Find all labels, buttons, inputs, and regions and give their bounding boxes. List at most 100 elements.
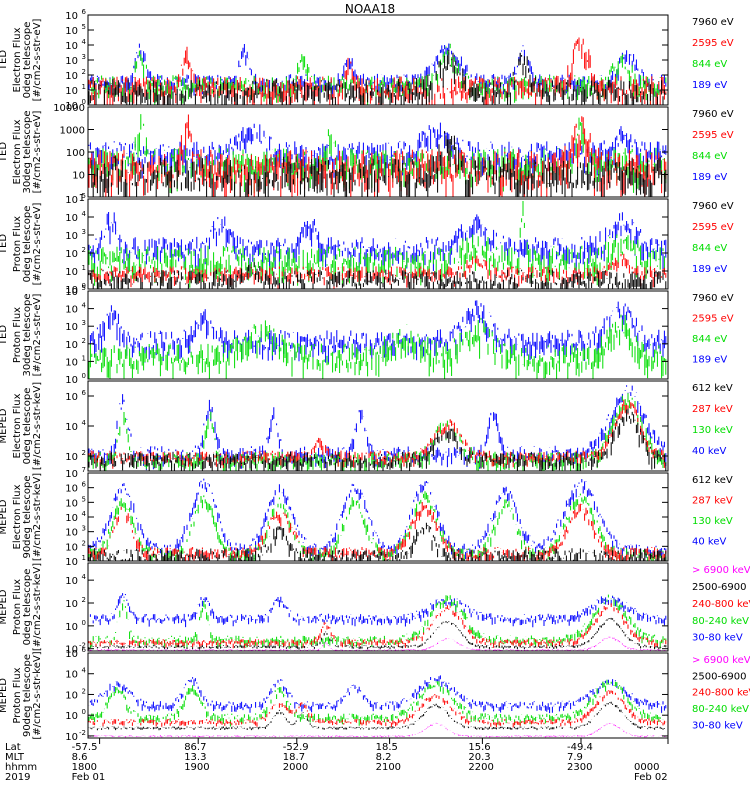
y-tick-exponent: 3 — [82, 319, 86, 327]
y-axis-label: MEPED Proton Flux90deg telescope[#/cm2-s-… — [0, 651, 43, 739]
legend-entry: 7960 eV — [692, 293, 734, 304]
y-tick-exponent: 5 — [82, 192, 86, 200]
y-tick-exponent: 5 — [82, 284, 86, 292]
y-axis-label-line: 0deg telescope — [22, 569, 33, 646]
y-tick-exponent: 2 — [82, 68, 86, 76]
legend-entry: 7960 eV — [692, 109, 734, 120]
x-row-label: 2019 — [5, 772, 30, 783]
panel-frame — [87, 652, 669, 739]
x-tick-label-lat: -57.5 — [72, 742, 98, 753]
y-axis-label-line: 90deg telescope — [22, 475, 33, 558]
y-tick-exponent: 6 — [82, 646, 87, 654]
panel-frame — [87, 198, 669, 290]
y-tick-label: 10 — [65, 231, 78, 242]
y-tick-exponent: 0 — [82, 282, 86, 290]
y-tick-exponent: 3 — [82, 525, 86, 533]
y-tick-exponent: 4 — [82, 302, 87, 310]
series-red — [88, 603, 667, 649]
y-tick-label: 1 — [79, 193, 85, 204]
y-axis-label-line: 0deg telescope — [22, 206, 33, 283]
y-tick-label: 10 — [65, 86, 78, 97]
y-axis-label-line: TED — [0, 142, 9, 163]
series-blue-marks — [89, 593, 667, 628]
series-red-marks — [88, 690, 667, 728]
series-black-marks — [88, 522, 667, 561]
y-axis-label: MEPED Electron Flux0deg telescope[#/cm2-s… — [0, 382, 43, 470]
legend-entry: 2595 eV — [692, 313, 734, 324]
y-tick-exponent: 2 — [82, 246, 86, 254]
series-black — [88, 262, 667, 289]
y-tick-label: 10 — [65, 690, 78, 701]
y-tick-label: 10 — [65, 670, 78, 681]
panel-4: 10 0 10 1 10 2 10 3 10 4 10 5 TED Proton Flux30deg te… — [0, 284, 734, 386]
y-tick-exponent: 2 — [82, 449, 86, 457]
panel-frame — [87, 290, 669, 380]
y-axis-label-line: Proton Flux — [12, 667, 23, 723]
y-tick-exponent: 0 — [82, 619, 86, 627]
y-tick-label: 10 — [65, 11, 78, 22]
y-axis-label-line: Proton Flux — [12, 579, 23, 635]
legend-entry: 130 keV — [692, 425, 733, 436]
series-black — [88, 408, 667, 471]
series-red — [88, 399, 667, 469]
legend-entry: 287 keV — [692, 495, 733, 506]
y-tick-exponent: 4 — [82, 573, 87, 581]
y-tick-label: 10 — [65, 340, 78, 351]
y-tick-exponent: 1 — [82, 264, 86, 272]
series-blue — [88, 478, 667, 561]
y-axis-label-line: [#/cm2-s-str-eV] — [32, 294, 43, 377]
y-tick-label: 10 — [65, 469, 78, 480]
y-axis-label: TED Electron Flux0deg telescope[#/cm2-s-s… — [0, 19, 43, 102]
y-tick-label: 10 — [65, 392, 78, 403]
y-tick-exponent: 7 — [82, 466, 86, 474]
series-blue-marks — [88, 478, 667, 561]
y-tick-label: 10 — [65, 213, 78, 224]
y-axis-label-line: MEPED — [0, 408, 9, 443]
x-tick-label-hhmm: 2000 — [283, 762, 308, 773]
y-tick-exponent: 1 — [82, 83, 86, 91]
y-tick-exponent: 3 — [82, 228, 86, 236]
legend-entry: > 6900 keV — [692, 655, 750, 666]
x-tick-label-mlt: 8.2 — [376, 752, 392, 763]
legend-entry: 2595 eV — [692, 222, 734, 233]
y-tick-exponent: 2 — [82, 539, 86, 547]
y-axis-label: TED Proton Flux30deg telescope[#/cm2-s-st… — [0, 293, 43, 376]
x-tick-label-hhmm: 2200 — [468, 762, 493, 773]
y-tick-label: 10 — [65, 452, 78, 463]
legend-entry: 2595 eV — [692, 38, 734, 49]
y-tick-exponent: 1 — [82, 554, 86, 562]
x-tick-label-lat: 18.5 — [376, 742, 398, 753]
series-red-marks — [88, 502, 667, 561]
x-row-label: Lat — [5, 742, 21, 753]
legend-entry: 240-800 keV — [692, 688, 750, 699]
x-tick-label-lat: 86.7 — [184, 742, 206, 753]
series-magenta-marks — [88, 636, 667, 651]
legend-entry: 2500-6900 — [692, 582, 747, 593]
y-tick-label: 10 — [72, 171, 85, 182]
x-row-label: hhmm — [5, 762, 37, 773]
y-axis-label-line: [#/cm2-s-str-eV] — [32, 19, 43, 102]
y-axis-label-line: MEPED — [0, 499, 9, 534]
x-tick-label-mlt: 18.7 — [283, 752, 305, 763]
panel-6: 10 1 10 2 10 3 10 4 10 5 10 6 10 7 MEPED Electron Flux9… — [0, 466, 733, 568]
y-tick-exponent: 6 — [82, 481, 87, 489]
y-tick-label: 10 — [65, 528, 78, 539]
y-axis-label-line: 30deg telescope — [22, 293, 33, 376]
legend-entry: 30-80 keV — [692, 633, 743, 644]
y-axis-label-line: 0deg telescope — [22, 22, 33, 99]
series-red-marks — [88, 603, 667, 649]
y-tick-label: 10 — [65, 732, 78, 743]
legend-entry: 7960 eV — [692, 17, 734, 28]
y-tick-exponent: 0 — [82, 98, 86, 106]
y-axis-label-line: [#/cm2-s-str-keV] — [32, 382, 43, 470]
series-magenta — [88, 722, 667, 738]
x-tick-label-hhmm: 1800 — [72, 762, 97, 773]
series-black-marks — [88, 408, 667, 471]
series-black-marks — [88, 131, 667, 197]
legend-entry: 189 eV — [692, 264, 727, 275]
y-tick-label: 10 — [65, 285, 78, 296]
y-tick-label: 10 — [65, 599, 78, 610]
